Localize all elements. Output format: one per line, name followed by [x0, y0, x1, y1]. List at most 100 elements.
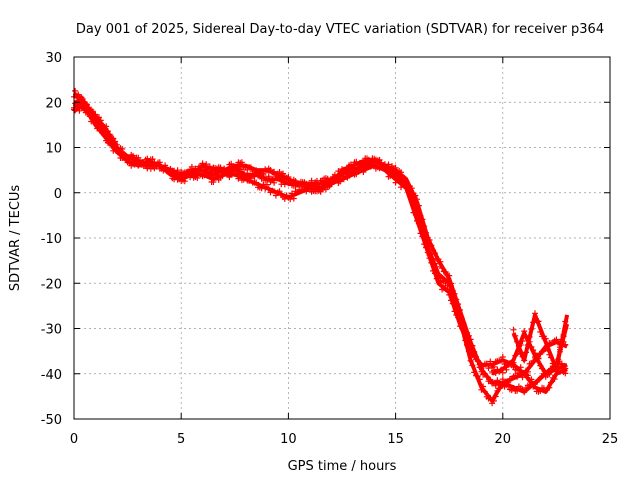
- data-point: [451, 308, 458, 315]
- data-point: [265, 185, 272, 192]
- data-point: [492, 370, 499, 376]
- data-point: [551, 376, 558, 382]
- data-point: [423, 244, 429, 251]
- data-point: [510, 359, 517, 366]
- data-point: [553, 365, 560, 371]
- data-point: [188, 168, 195, 175]
- data-point: [521, 328, 528, 335]
- y-tick-label: -30: [41, 323, 62, 338]
- data-point: [562, 370, 569, 377]
- data-point: [458, 322, 465, 329]
- data-point: [76, 107, 83, 114]
- data-point: [353, 171, 360, 178]
- data-point: [174, 171, 181, 178]
- data-point: [446, 291, 453, 298]
- data-point: [97, 117, 104, 124]
- data-point: [515, 342, 522, 349]
- data-point: [471, 369, 478, 376]
- data-point: [557, 348, 563, 355]
- data-point: [144, 165, 151, 172]
- data-point: [130, 152, 136, 159]
- data-point: [483, 373, 490, 380]
- data-point: [532, 380, 538, 387]
- data-point: [414, 196, 420, 203]
- data-point: [405, 187, 412, 194]
- data-point: [251, 173, 258, 180]
- data-point: [548, 354, 554, 361]
- data-point: [210, 179, 217, 185]
- data-point: [455, 301, 462, 308]
- data-point: [558, 365, 565, 372]
- data-point: [228, 160, 235, 167]
- data-point: [514, 350, 521, 357]
- data-point: [428, 242, 435, 249]
- data-point: [487, 376, 494, 383]
- data-point: [481, 388, 488, 395]
- data-point: [467, 346, 474, 353]
- data-point: [519, 338, 526, 344]
- data-point: [281, 195, 288, 202]
- data-point: [456, 306, 463, 313]
- data-point: [558, 336, 565, 343]
- data-point: [285, 174, 292, 180]
- data-point: [421, 241, 428, 248]
- data-point: [253, 179, 260, 186]
- data-point: [553, 336, 560, 343]
- data-point: [412, 209, 419, 216]
- data-point: [194, 175, 201, 181]
- data-point: [537, 329, 544, 335]
- data-point: [219, 173, 226, 180]
- data-point: [417, 213, 424, 219]
- data-point: [562, 318, 569, 325]
- data-point: [412, 192, 419, 199]
- data-point: [360, 159, 367, 166]
- data-point: [428, 259, 435, 266]
- data-point: [383, 167, 390, 174]
- data-point: [76, 97, 83, 104]
- data-point: [237, 171, 244, 178]
- data-point: [108, 142, 115, 149]
- data-point: [512, 332, 519, 339]
- data-point: [528, 376, 535, 383]
- data-point: [460, 327, 467, 334]
- data-point: [390, 174, 397, 181]
- data-point: [532, 350, 538, 357]
- data-point: [181, 178, 188, 185]
- y-tick-label: -10: [41, 232, 62, 247]
- data-point: [449, 300, 456, 307]
- data-point: [335, 168, 342, 175]
- data-point: [449, 287, 456, 294]
- data-point: [201, 166, 208, 173]
- data-point: [271, 188, 278, 195]
- data-point: [524, 342, 531, 348]
- data-point: [289, 190, 295, 197]
- chart-title: Day 001 of 2025, Sidereal Day-to-day VTE…: [76, 22, 604, 37]
- data-point: [271, 179, 278, 186]
- y-tick-label: -20: [41, 277, 62, 292]
- series-line: [72, 104, 568, 376]
- data-point: [398, 184, 404, 191]
- data-point: [453, 296, 460, 303]
- data-point: [423, 229, 429, 236]
- data-point: [415, 220, 422, 227]
- data-point: [492, 382, 499, 389]
- data-point: [326, 183, 333, 190]
- data-point: [476, 376, 483, 383]
- data-point: [478, 386, 485, 393]
- data-point: [442, 268, 449, 275]
- data-point: [333, 175, 340, 182]
- data-point: [535, 318, 542, 325]
- data-point: [523, 349, 529, 356]
- data-point: [494, 377, 501, 384]
- data-point: [498, 357, 504, 364]
- data-point: [233, 164, 240, 171]
- data-point: [238, 159, 245, 166]
- data-point: [196, 168, 203, 175]
- data-point: [530, 347, 537, 354]
- data-point: [437, 258, 444, 265]
- x-tick-label: 5: [177, 432, 185, 447]
- data-point: [537, 388, 544, 394]
- y-axis-label: SDTVAR / TECUs: [8, 185, 23, 292]
- data-point: [546, 384, 553, 391]
- series-line: [72, 91, 568, 403]
